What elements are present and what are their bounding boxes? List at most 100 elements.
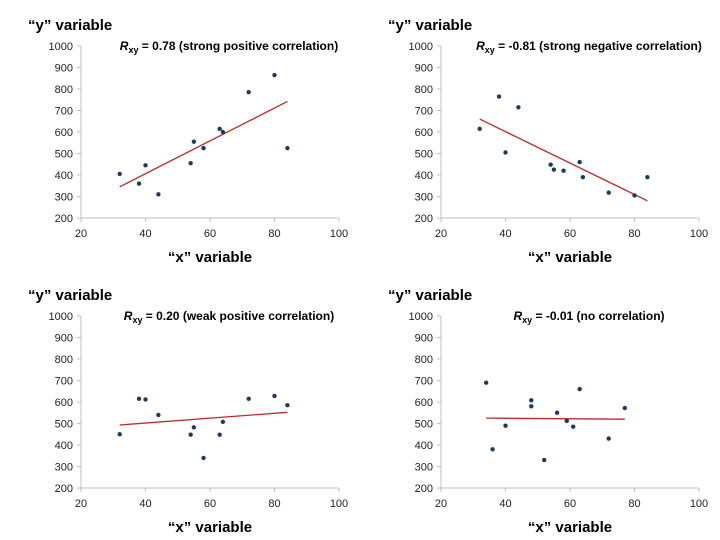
- data-point: [136, 181, 142, 186]
- x-tick-label: 40: [499, 498, 511, 510]
- title-value: = -0.81: [495, 39, 539, 53]
- y-tick-label: 700: [55, 106, 73, 118]
- x-tick-label: 20: [75, 228, 87, 240]
- y-tick-label: 400: [55, 170, 73, 182]
- title-r-symbol: R: [476, 39, 485, 53]
- y-tick-label: 300: [55, 192, 73, 204]
- data-point: [217, 432, 222, 437]
- y-tick-label: 300: [415, 192, 433, 204]
- x-tick-label: 40: [139, 228, 151, 240]
- x-tick-label: 60: [204, 228, 216, 240]
- y-tick-label: 200: [55, 213, 73, 225]
- y-tick-label: 1000: [409, 41, 433, 53]
- y-axis-label: “y” variable: [388, 287, 472, 304]
- y-tick-label: 500: [415, 419, 433, 431]
- data-point: [156, 192, 161, 197]
- chart-no-correlation: “y” variable Rxy = -0.01 (no correlation)…: [360, 270, 720, 540]
- chart-svg: “y” variable Rxy = 0.20 (weak positive co…: [28, 287, 348, 536]
- data-point: [645, 174, 650, 180]
- y-tick-label: 700: [415, 106, 433, 118]
- data-point: [548, 162, 553, 167]
- x-axis-label: “x” variable: [168, 249, 252, 266]
- data-point: [188, 160, 193, 166]
- x-tick-label: 100: [690, 498, 708, 510]
- title-r-symbol: R: [513, 309, 522, 323]
- data-point: [143, 397, 148, 402]
- data-point: [503, 423, 508, 428]
- y-axis-label: “y” variable: [28, 17, 112, 34]
- y-tick-label: 800: [415, 354, 433, 366]
- trend-line: [486, 417, 625, 420]
- data-point: [143, 163, 148, 168]
- data-point: [477, 126, 482, 131]
- data-point: [272, 393, 277, 399]
- y-tick-label: 600: [55, 397, 73, 409]
- title-value: = 0.78: [138, 39, 178, 53]
- x-tick-label: 40: [499, 228, 511, 240]
- title-r-subscript: xy: [485, 45, 495, 55]
- y-tick-label: 500: [415, 149, 433, 161]
- data-point: [483, 380, 489, 385]
- y-tick-label: 700: [415, 376, 433, 388]
- data-point: [503, 150, 508, 155]
- data-point: [580, 174, 586, 180]
- y-tick-label: 200: [55, 483, 73, 495]
- x-axis-label: “x” variable: [528, 519, 612, 536]
- data-point: [117, 171, 122, 177]
- y-tick-label: 600: [415, 127, 433, 139]
- y-axis-label: “y” variable: [388, 17, 472, 34]
- title-description: (no correlation): [577, 309, 665, 323]
- chart-strong-positive: “y” variable Rxy = 0.78 (strong positive …: [0, 0, 360, 270]
- data-point: [136, 396, 142, 401]
- data-point: [632, 193, 637, 198]
- chart-title: Rxy = -0.81 (strong negative correlation…: [476, 39, 702, 55]
- trend-line: [119, 100, 288, 188]
- title-r-subscript: xy: [522, 315, 532, 325]
- data-point: [217, 126, 222, 131]
- data-point: [542, 457, 547, 463]
- x-tick-label: 100: [690, 228, 708, 240]
- data-point: [220, 129, 226, 135]
- data-point: [622, 405, 628, 411]
- data-point: [606, 190, 611, 195]
- x-tick-label: 20: [75, 498, 87, 510]
- x-tick-label: 80: [628, 228, 640, 240]
- y-tick-label: 1000: [49, 41, 73, 53]
- data-point: [285, 145, 290, 151]
- data-point: [156, 412, 161, 418]
- data-point: [496, 94, 502, 99]
- y-tick-label: 900: [415, 63, 433, 75]
- x-tick-label: 20: [435, 228, 447, 240]
- data-point: [191, 425, 197, 430]
- x-tick-label: 60: [204, 498, 216, 510]
- y-axis-label: “y” variable: [28, 287, 112, 304]
- title-r-subscript: xy: [128, 45, 138, 55]
- data-point: [561, 168, 566, 173]
- y-tick-label: 800: [55, 354, 73, 366]
- y-tick-label: 600: [415, 397, 433, 409]
- x-tick-label: 80: [268, 228, 280, 240]
- y-tick-label: 800: [415, 84, 433, 96]
- chart-svg: “y” variable Rxy = 0.78 (strong positive …: [28, 17, 348, 266]
- title-value: = -0.01: [532, 309, 576, 323]
- title-r-symbol: R: [120, 39, 129, 53]
- y-tick-label: 400: [55, 440, 73, 452]
- data-point: [490, 447, 495, 452]
- y-tick-label: 300: [415, 462, 433, 474]
- x-axis-label: “x” variable: [168, 519, 252, 536]
- data-point: [551, 167, 557, 172]
- x-tick-label: 40: [139, 498, 151, 510]
- y-tick-label: 200: [415, 483, 433, 495]
- data-point: [529, 398, 534, 403]
- chart-title: Rxy = -0.01 (no correlation): [513, 309, 664, 325]
- x-tick-label: 80: [628, 498, 640, 510]
- x-tick-label: 60: [564, 228, 576, 240]
- y-tick-label: 900: [415, 333, 433, 345]
- y-tick-label: 300: [55, 462, 73, 474]
- data-point: [516, 105, 521, 110]
- data-point: [564, 418, 569, 424]
- title-value: = 0.20: [142, 309, 182, 323]
- data-point: [529, 404, 534, 409]
- data-point: [577, 386, 582, 392]
